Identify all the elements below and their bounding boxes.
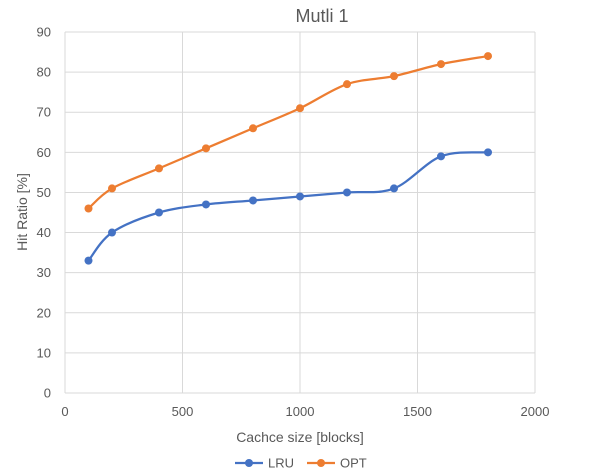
lru-line xyxy=(87,151,490,262)
lru-point xyxy=(296,192,304,201)
x-axis-title: Cachce size [blocks] xyxy=(236,429,364,445)
lru-point xyxy=(343,188,351,197)
opt-point xyxy=(484,52,492,61)
opt-line xyxy=(87,54,490,210)
y-tick-label: 50 xyxy=(37,185,51,200)
y-tick-label: 10 xyxy=(37,345,51,360)
lru-point xyxy=(484,148,492,157)
y-tick-labels: 0 10 20 30 40 50 60 70 80 90 xyxy=(37,25,51,401)
x-tick-labels: 0 500 1000 1500 2000 xyxy=(61,404,549,419)
legend-item-lru: LRU xyxy=(235,456,294,471)
opt-point xyxy=(84,204,93,213)
series-lru xyxy=(84,148,492,265)
lru-point xyxy=(437,152,445,161)
lru-point xyxy=(202,200,210,209)
grid-lines xyxy=(64,31,536,394)
x-tick-label: 1500 xyxy=(403,404,432,419)
y-axis-title: Hit Ratio [%] xyxy=(14,173,30,251)
y-tick-label: 40 xyxy=(37,225,51,240)
opt-point xyxy=(155,164,163,173)
y-tick-label: 30 xyxy=(37,265,51,280)
opt-point xyxy=(437,60,445,69)
opt-point xyxy=(343,80,351,89)
lru-legend-label: LRU xyxy=(268,456,294,471)
x-tick-label: 1000 xyxy=(286,404,315,419)
opt-legend-marker xyxy=(317,459,325,467)
y-tick-label: 0 xyxy=(44,386,51,401)
opt-point xyxy=(202,144,210,153)
opt-point xyxy=(108,184,116,193)
y-tick-label: 20 xyxy=(37,305,51,320)
series-group xyxy=(84,52,492,265)
legend-item-opt: OPT xyxy=(307,456,367,471)
y-tick-label: 80 xyxy=(37,65,51,80)
opt-point xyxy=(390,72,398,81)
lru-point xyxy=(155,208,163,217)
x-tick-label: 0 xyxy=(61,404,68,419)
chart-title: Mutli 1 xyxy=(295,6,348,26)
legend: LRU OPT xyxy=(235,456,367,471)
lru-point xyxy=(390,184,398,193)
x-tick-label: 500 xyxy=(172,404,194,419)
opt-point xyxy=(249,124,257,133)
series-opt xyxy=(84,52,492,213)
x-tick-label: 2000 xyxy=(521,404,550,419)
y-tick-label: 90 xyxy=(37,25,51,40)
lru-point xyxy=(84,256,93,265)
opt-legend-label: OPT xyxy=(340,456,367,471)
lru-point xyxy=(249,196,257,205)
lru-point xyxy=(108,228,116,237)
opt-point xyxy=(296,104,304,113)
y-tick-label: 70 xyxy=(37,105,51,120)
y-tick-label: 60 xyxy=(37,145,51,160)
lru-legend-marker xyxy=(245,459,253,467)
